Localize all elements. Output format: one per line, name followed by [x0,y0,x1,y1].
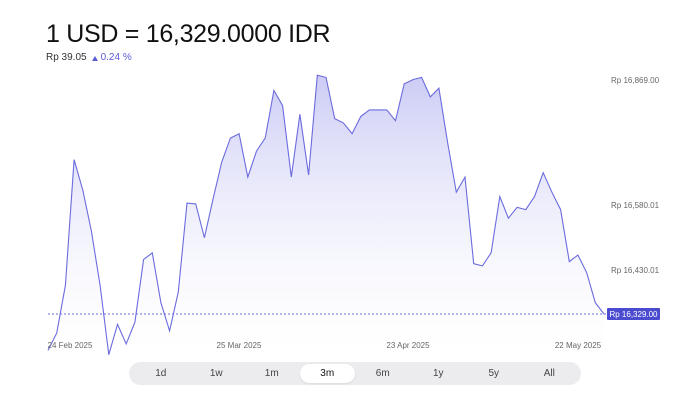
exchange-rate-chart: Rp 16,869.00 Rp 16,580.01 Rp 16,430.01 24 … [47,74,660,355]
x-tick-label: 25 Mar 2025 [217,341,262,350]
x-tick-label: 24 Feb 2025 [48,341,93,350]
range-button-1y[interactable]: 1y [432,368,444,379]
x-tick-label: 23 Apr 2025 [386,341,430,350]
change-percent-group: 0.24 % [91,51,132,65]
range-button-1d[interactable]: 1d [155,368,167,379]
current-rate-tag: Rp 16,329.00 [607,308,660,320]
y-tick-label: Rp 16,580.01 [611,201,660,210]
range-button-5y[interactable]: 5y [488,368,500,379]
range-button-all[interactable]: All [543,368,555,379]
change-percent: 0.24 % [100,52,132,63]
current-rate-label: Rp 16,329.00 [609,310,658,319]
rate-change: Rp 39.05 0.24 % [46,51,132,65]
range-button-3m[interactable]: 3m [299,364,355,383]
exchange-rate-title: 1 USD = 16,329.0000 IDR [46,20,331,48]
range-button-1m[interactable]: 1m [264,368,279,379]
change-value: Rp 39.05 [46,52,87,63]
time-range-selector: 1d 1w 1m 3m 6m 1y 5y All [129,362,581,385]
range-button-6m[interactable]: 6m [375,368,390,379]
y-tick-label: Rp 16,869.00 [611,76,660,85]
up-arrow-icon [91,55,98,61]
range-button-1w[interactable]: 1w [209,368,223,379]
y-tick-label: Rp 16,430.01 [611,266,660,275]
rate-area-fill [48,75,604,355]
x-tick-label: 22 May 2025 [555,341,602,350]
rate-line [47,74,605,355]
